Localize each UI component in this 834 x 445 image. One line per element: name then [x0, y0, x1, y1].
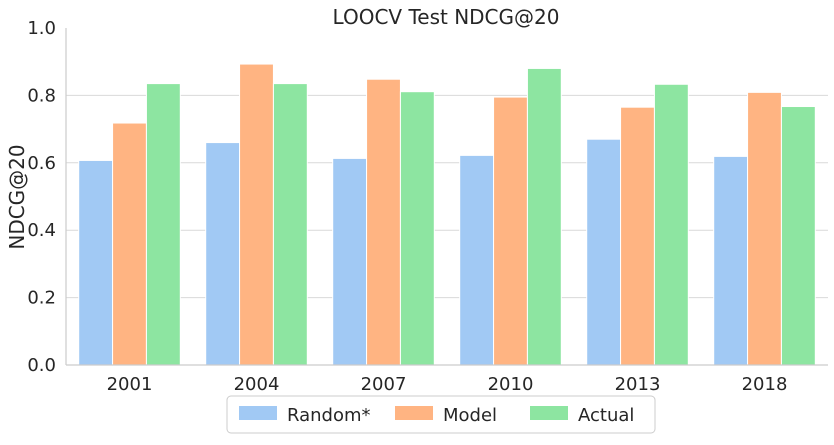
x-tick-label: 2013: [615, 374, 661, 395]
axes: [65, 28, 828, 366]
bar-actual-2018: [780, 106, 816, 366]
y-tick-label: 0.8: [27, 85, 56, 106]
x-tick-labels: 2001 2004 2007 2010 2013 2018: [107, 374, 788, 395]
grid-lines: [66, 94, 828, 299]
x-tick-label: 2007: [361, 374, 407, 395]
bar-random-2010: [459, 154, 495, 366]
y-tick-label: 0.6: [27, 153, 56, 174]
legend-swatch: [530, 406, 568, 420]
y-tick-label: 0.2: [27, 288, 56, 309]
chart-title: LOOCV Test NDCG@20: [333, 5, 560, 29]
legend: Random* Model Actual: [226, 395, 656, 434]
bar-model-2007: [366, 78, 401, 366]
legend-swatch: [239, 406, 277, 420]
bar-random-2001: [78, 159, 114, 366]
bar-random-2018: [713, 155, 749, 366]
bars: [78, 63, 816, 366]
y-tick-label: 0.4: [27, 220, 56, 241]
legend-label: Random*: [287, 405, 371, 426]
x-tick-label: 2010: [488, 374, 534, 395]
legend-label: Model: [443, 405, 497, 426]
bar-actual-2001: [145, 83, 181, 366]
legend-frame: [226, 395, 656, 434]
bar-model-2010: [493, 96, 528, 366]
bar-random-2007: [332, 157, 368, 366]
legend-swatch: [395, 406, 433, 420]
bar-actual-2004: [272, 83, 308, 366]
bar-model-2013: [620, 106, 655, 366]
legend-label: Actual: [578, 405, 634, 426]
bar-model-2001: [112, 122, 147, 366]
bar-model-2018: [747, 91, 782, 366]
x-tick-label: 2001: [107, 374, 153, 395]
x-tick-label: 2018: [742, 374, 788, 395]
y-axis-label: NDCG@20: [5, 144, 29, 249]
y-tick-labels: 0.0 0.2 0.4 0.6 0.8 1.0: [27, 18, 56, 376]
bar-actual-2010: [526, 67, 562, 366]
y-tick-label: 1.0: [27, 18, 56, 39]
bar-actual-2013: [653, 83, 689, 366]
bar-actual-2007: [399, 91, 435, 366]
y-tick-label: 0.0: [27, 355, 56, 376]
bar-random-2004: [205, 142, 241, 366]
bar-random-2013: [586, 138, 622, 366]
x-tick-label: 2004: [234, 374, 280, 395]
bar-model-2004: [239, 63, 274, 366]
